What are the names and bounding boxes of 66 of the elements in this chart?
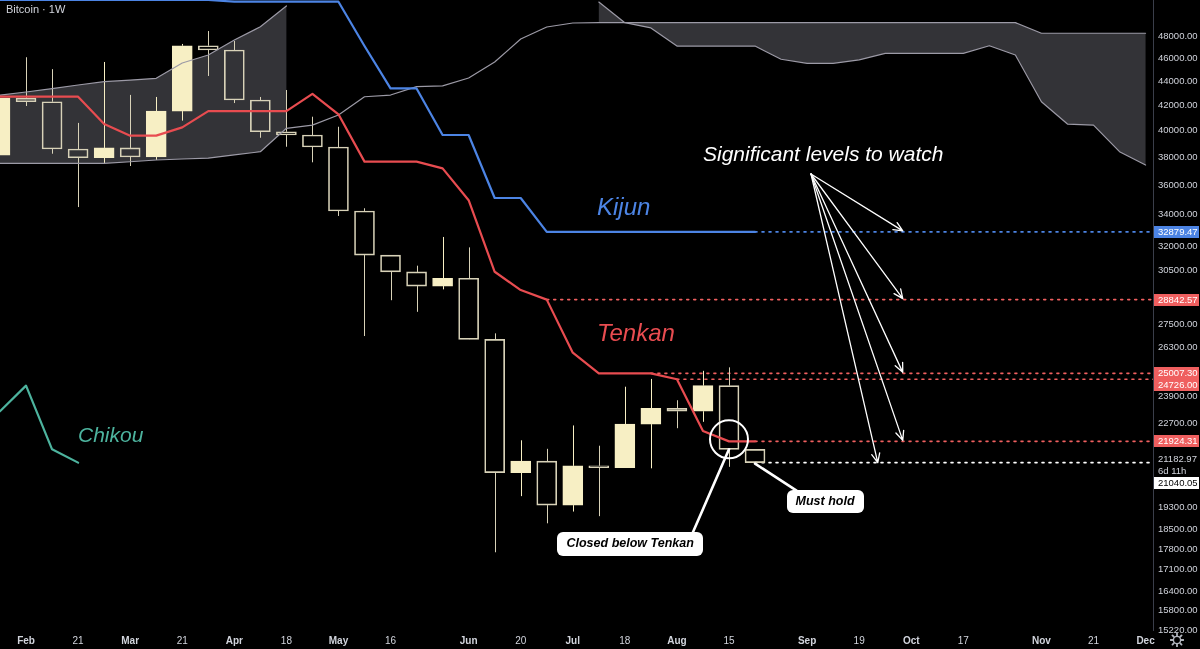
series-label: Tenkan <box>597 319 675 347</box>
y-tick-label: 21182.97 <box>1158 452 1197 464</box>
x-tick-label: 17 <box>957 634 970 646</box>
y-tick-label: 19300.00 <box>1158 500 1198 512</box>
x-tick-label: 20 <box>515 634 527 646</box>
x-tick-label: Nov <box>1031 634 1052 646</box>
y-tick-label: 15220.00 <box>1158 623 1198 635</box>
candlestick <box>510 439 532 497</box>
y-tick-label: 30500.00 <box>1158 264 1198 276</box>
y-tick-label: 17100.00 <box>1158 563 1198 575</box>
x-tick-label: 21 <box>1087 634 1100 646</box>
ref-line-label: 21924.31 <box>1154 435 1199 448</box>
candlestick <box>640 378 662 469</box>
candlestick <box>171 43 193 122</box>
ref-line-label: 28842.57 <box>1154 293 1199 306</box>
y-tick-label: 26300.00 <box>1158 340 1198 352</box>
y-tick-label: 48000.00 <box>1158 30 1198 41</box>
y-tick-label: 18500.00 <box>1158 522 1198 534</box>
y-tick-label: 34000.00 <box>1158 208 1198 220</box>
x-tick-label: 18 <box>619 634 631 646</box>
annotation: Significant levels to watch <box>703 142 944 166</box>
x-tick-label: Dec <box>1136 634 1156 646</box>
y-tick-label: 44000.00 <box>1158 74 1198 86</box>
candlestick <box>145 96 167 161</box>
x-tick-label: 18 <box>280 634 293 646</box>
x-tick-label: 19 <box>853 634 866 646</box>
y-tick-label: 15800.00 <box>1158 604 1198 616</box>
x-tick-label: Jun <box>459 634 478 646</box>
ref-line-label: 21040.05 <box>1154 477 1199 490</box>
candlestick <box>432 236 453 290</box>
y-tick-label: 23900.00 <box>1158 390 1198 402</box>
chart-title: Bitcoin · 1W <box>6 3 66 16</box>
ref-line-label: 32879.47 <box>1154 225 1199 238</box>
series-label: Kijun <box>597 193 651 221</box>
x-tick-label: May <box>328 634 349 646</box>
y-tick-label: 22700.00 <box>1158 417 1198 429</box>
x-tick-label: Sep <box>797 634 817 646</box>
y-tick-label: 46000.00 <box>1158 52 1198 63</box>
ref-line-label: 24726.00 <box>1154 379 1199 392</box>
y-tick-label: 38000.00 <box>1158 150 1198 162</box>
candlestick <box>562 424 584 513</box>
x-tick-label: Feb <box>17 634 35 646</box>
annotation: Closed below Tenkan <box>557 532 703 557</box>
series-label: Chikou <box>78 423 144 447</box>
x-tick-label: Apr <box>225 634 244 646</box>
x-tick-label: 21 <box>72 634 85 646</box>
y-tick-label: 16400.00 <box>1158 585 1198 597</box>
ref-line-label: 25007.30 <box>1154 367 1199 380</box>
y-tick-label: 40000.00 <box>1158 124 1198 136</box>
x-tick-label: 15 <box>723 634 735 646</box>
text: 6d 11h <box>1157 465 1188 478</box>
y-tick-label: 32000.00 <box>1158 239 1198 251</box>
candlestick <box>614 386 636 468</box>
x-tick-label: Aug <box>667 634 687 646</box>
candlestick <box>93 61 115 164</box>
y-tick-label: 17800.00 <box>1158 542 1198 554</box>
y-tick-label: 36000.00 <box>1158 178 1198 190</box>
candlestick <box>692 370 714 423</box>
x-tick-label: Jul <box>565 634 581 646</box>
x-tick-label: Oct <box>902 634 921 646</box>
x-tick-label: Mar <box>121 634 140 646</box>
x-tick-label: 21 <box>176 634 189 646</box>
y-tick-label: 27500.00 <box>1158 317 1198 329</box>
annotation: Must hold <box>786 489 864 514</box>
y-tick-label: 42000.00 <box>1158 99 1198 111</box>
x-tick-label: 16 <box>384 634 397 646</box>
